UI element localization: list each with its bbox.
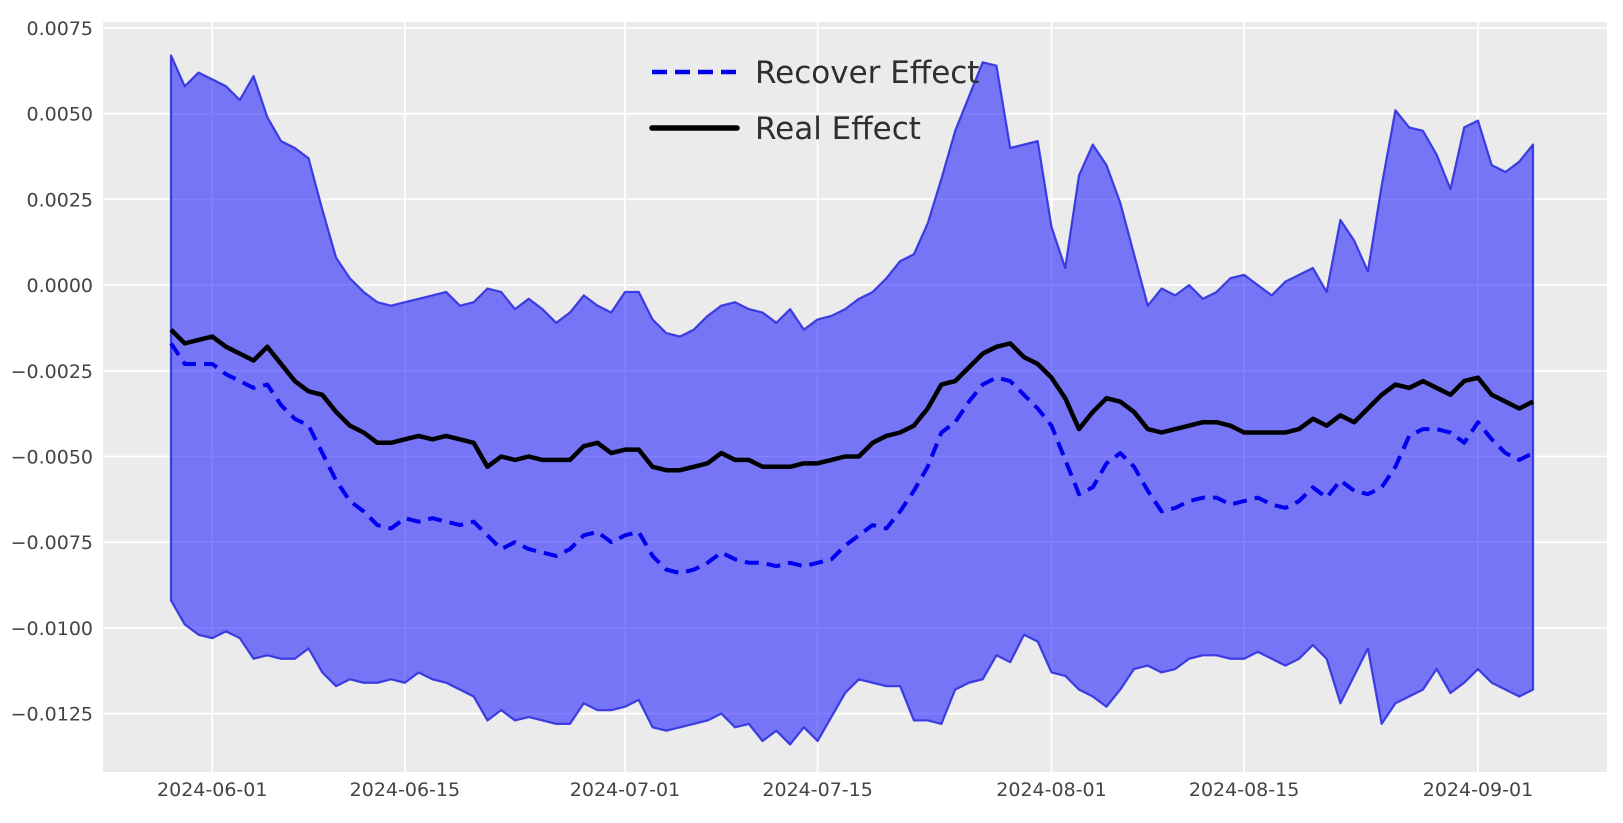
legend-recover-label: Recover Effect [755, 55, 979, 91]
y-tick-label: −0.0025 [11, 361, 93, 383]
recover-effect-line [169, 342, 1534, 576]
y-tick-label: 0.0075 [27, 18, 93, 40]
real-effect-line [169, 328, 1535, 473]
y-tick-label: −0.0050 [11, 447, 93, 469]
x-tick-label: 2024-07-15 [762, 779, 872, 801]
x-tick-label: 2024-09-01 [1423, 779, 1533, 801]
y-axis-tick-labels: 0.0075 0.0050 0.0025 0.0000 −0.0025 −0.0050 −0… [11, 18, 93, 726]
legend: Recover Effect Real Effect [649, 55, 979, 147]
x-tick-label: 2024-06-15 [350, 779, 460, 801]
confidence-band-area [169, 54, 1535, 746]
confidence-band [169, 54, 1535, 746]
y-tick-label: 0.0000 [27, 275, 93, 297]
y-tick-label: 0.0050 [27, 104, 93, 126]
x-axis-tick-labels: 2024-06-01 2024-06-15 2024-07-01 2024-07-15… [157, 779, 1533, 801]
y-tick-label: 0.0025 [27, 189, 93, 211]
y-tick-label: −0.0075 [11, 532, 93, 554]
x-tick-label: 2024-08-15 [1189, 779, 1299, 801]
x-tick-label: 2024-06-01 [157, 779, 267, 801]
y-tick-label: −0.0125 [11, 704, 93, 726]
y-tick-label: −0.0100 [11, 618, 93, 640]
legend-real-label: Real Effect [755, 111, 921, 147]
series-lines [169, 328, 1535, 576]
x-tick-label: 2024-07-01 [570, 779, 680, 801]
x-tick-label: 2024-08-01 [996, 779, 1106, 801]
